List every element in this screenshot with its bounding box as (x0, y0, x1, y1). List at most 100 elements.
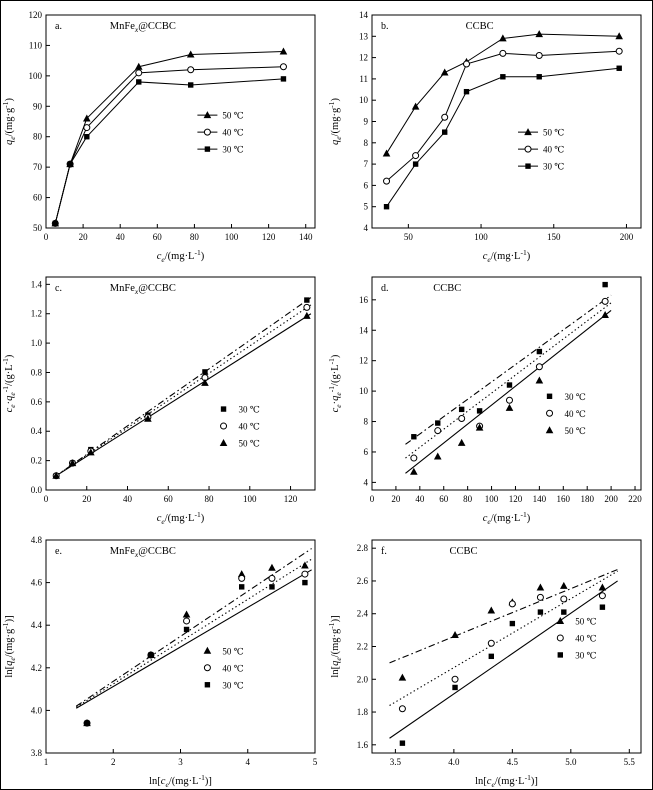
legend: 30 ℃ 40 ℃ 50 ℃ (219, 405, 260, 449)
marker-circle (204, 128, 212, 136)
x-tick-label: 2 (111, 757, 116, 767)
marker-triangle (382, 149, 391, 157)
marker-circle (238, 574, 246, 582)
panel-c: 0 20 40 60 80 100 120 0.0 0.2 0.4 0.6 0.8 1.0 1.2 1.4 c… (1, 264, 327, 527)
plot-border (45, 14, 316, 229)
y-tick-label: 6 (363, 180, 368, 190)
marker-circle (545, 410, 553, 418)
x-axis-label: ce/(mg·L-1) (157, 248, 205, 263)
legend-label: 40 ℃ (564, 409, 585, 419)
marker-circle (462, 60, 470, 68)
legend-label: 30 ℃ (564, 392, 585, 402)
panel-letter: e. (55, 546, 62, 557)
x-tick-label: 0 (370, 494, 375, 504)
marker-square (302, 580, 308, 586)
marker-triangle (68, 459, 77, 467)
marker-triangle (523, 127, 532, 135)
y-tick-label: 10 (359, 387, 369, 397)
x-tick-label: 4 (246, 757, 251, 767)
chart-d: 0 20 40 60 80 100 120 140 160 180 200 220 4 6 8 10 12 14 1… (327, 276, 642, 525)
x-tick-label: 200 (604, 494, 618, 504)
plot-border (371, 14, 642, 229)
panel-d: 0 20 40 60 80 100 120 140 160 180 200 220 4 6 8 10 12 14 1… (327, 264, 653, 527)
marker-triangle (440, 68, 449, 76)
marker-triangle (52, 472, 61, 480)
marker-triangle (411, 102, 420, 110)
legend-label: 40 ℃ (239, 422, 260, 432)
marker-square (599, 604, 605, 611)
x-tick-label: 80 (205, 494, 215, 504)
marker-triangle (201, 379, 210, 387)
y-tick-label: 12 (359, 356, 368, 366)
marker-square (509, 621, 515, 627)
legend-label: 50 ℃ (239, 439, 260, 449)
marker-square (536, 349, 542, 355)
fit-line-dotted (389, 570, 618, 707)
x-tick-label: 120 (284, 494, 298, 504)
x-tick-label: 4.0 (448, 757, 460, 767)
y-tick-label: 0.0 (31, 485, 43, 495)
y-tick-label: 14 (359, 326, 369, 336)
x-axis-label: ce/(mg·L-1) (482, 510, 530, 525)
marker-square (221, 406, 227, 413)
marker-triangle (83, 114, 91, 122)
fit-line-dotted (76, 558, 313, 708)
y-tick-label: 4 (363, 478, 368, 488)
panel-a: 0 20 40 60 80 100 120 140 50 60 70 80 90 100 110 120 ce/… (1, 1, 327, 264)
x-tick-label: 100 (474, 232, 488, 242)
marker-square (67, 161, 74, 167)
x-tick-label: 140 (532, 494, 546, 504)
x-tick-label: 40 (123, 494, 133, 504)
x-tick-label: 40 (415, 494, 425, 504)
marker-triangle (219, 439, 228, 447)
marker-circle (535, 51, 543, 59)
x-tick-label: 120 (508, 494, 522, 504)
x-tick-label: 80 (190, 232, 200, 242)
x-axis-label: ln[ce/(mg·L-1)] (475, 773, 538, 788)
marker-triangle (238, 570, 246, 578)
panel-title: MnFex@CCBC (110, 546, 176, 559)
marker-triangle (498, 34, 507, 42)
x-tick-label: 1 (44, 757, 49, 767)
y-tick-label: 1.4 (31, 280, 43, 290)
y-tick-label: 0.2 (31, 456, 42, 466)
panel-letter: f. (381, 546, 387, 557)
marker-triangle (398, 673, 406, 681)
marker-circle (508, 600, 516, 608)
marker-triangle (475, 424, 484, 432)
marker-triangle (183, 610, 191, 618)
y-tick-label: 1.0 (31, 339, 43, 349)
y-tick-label: 90 (33, 101, 43, 111)
y-tick-label: 0.6 (31, 397, 43, 407)
y-tick-label: 110 (29, 40, 43, 50)
marker-triangle (487, 606, 495, 614)
x-tick-label: 140 (299, 232, 313, 242)
marker-square (476, 408, 483, 415)
series-line (55, 78, 284, 224)
marker-triangle (556, 617, 564, 625)
marker-circle (398, 705, 406, 713)
marker-circle (434, 427, 442, 435)
marker-square (184, 626, 190, 633)
marker-triangle (409, 468, 418, 476)
legend-label: 50 ℃ (223, 110, 244, 120)
marker-triangle (505, 404, 514, 412)
x-tick-label: 20 (83, 494, 93, 504)
marker-circle (440, 113, 448, 121)
y-tick-label: 4 (363, 223, 368, 233)
x-tick-label: 3.5 (390, 757, 402, 767)
panel-title: CCBC (433, 283, 461, 294)
legend-label: 50 ℃ (575, 617, 596, 627)
legend-label: 40 ℃ (223, 127, 244, 137)
legend-label: 30 ℃ (575, 651, 596, 661)
marker-square (136, 79, 142, 85)
fit-line-dashdot (389, 569, 618, 664)
plot-border (371, 276, 642, 491)
marker-square (412, 161, 419, 167)
x-tick-label: 100 (485, 494, 499, 504)
panel-title: MnFex@CCBC (110, 21, 176, 34)
fit-line-solid (388, 580, 618, 739)
marker-square (602, 282, 608, 288)
marker-circle (410, 455, 418, 463)
x-tick-label: 3 (179, 757, 184, 767)
